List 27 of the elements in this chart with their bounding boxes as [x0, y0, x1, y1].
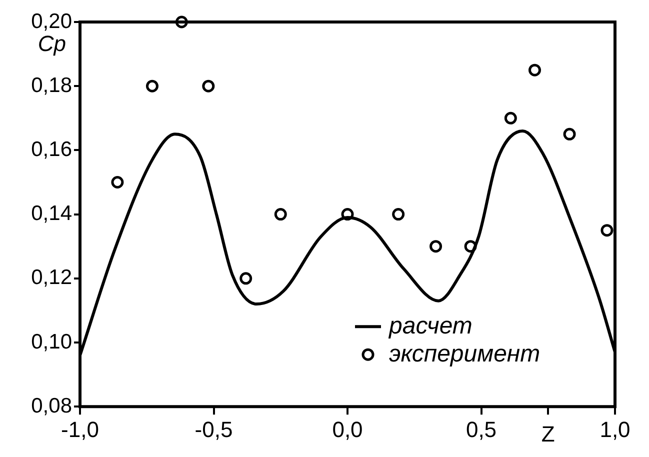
point: [274, 208, 287, 221]
point: [111, 176, 124, 188]
y-tick-label: 0,20: [31, 10, 72, 33]
y-tick-label: 0,14: [31, 202, 72, 226]
y-axis-title: Cp: [38, 31, 66, 56]
y-tick-label: 0,18: [31, 74, 72, 97]
point: [392, 208, 405, 221]
x-tick-label: -0,5: [194, 416, 233, 442]
y-tick-label: 0,10: [31, 330, 72, 354]
point: [504, 112, 517, 124]
legend-label: расчет: [388, 312, 472, 340]
point: [528, 64, 541, 76]
legend-label: эксперимент: [389, 340, 540, 368]
point: [563, 128, 576, 140]
point: [600, 224, 614, 237]
y-tick-label: 0,16: [31, 138, 72, 161]
x-tick-label: 0,0: [332, 416, 363, 442]
x-tick-label: 1,0: [600, 416, 630, 442]
point: [240, 272, 252, 285]
point: [202, 80, 215, 92]
x-tick-label: -1,0: [61, 416, 99, 442]
x-tick-label: 0,5: [466, 416, 497, 442]
point: [146, 80, 158, 92]
x-axis-title: Z: [541, 422, 555, 447]
point: [430, 240, 442, 253]
y-tick-label: 0,12: [31, 266, 72, 290]
y-tick-label: 0,08: [31, 394, 72, 418]
